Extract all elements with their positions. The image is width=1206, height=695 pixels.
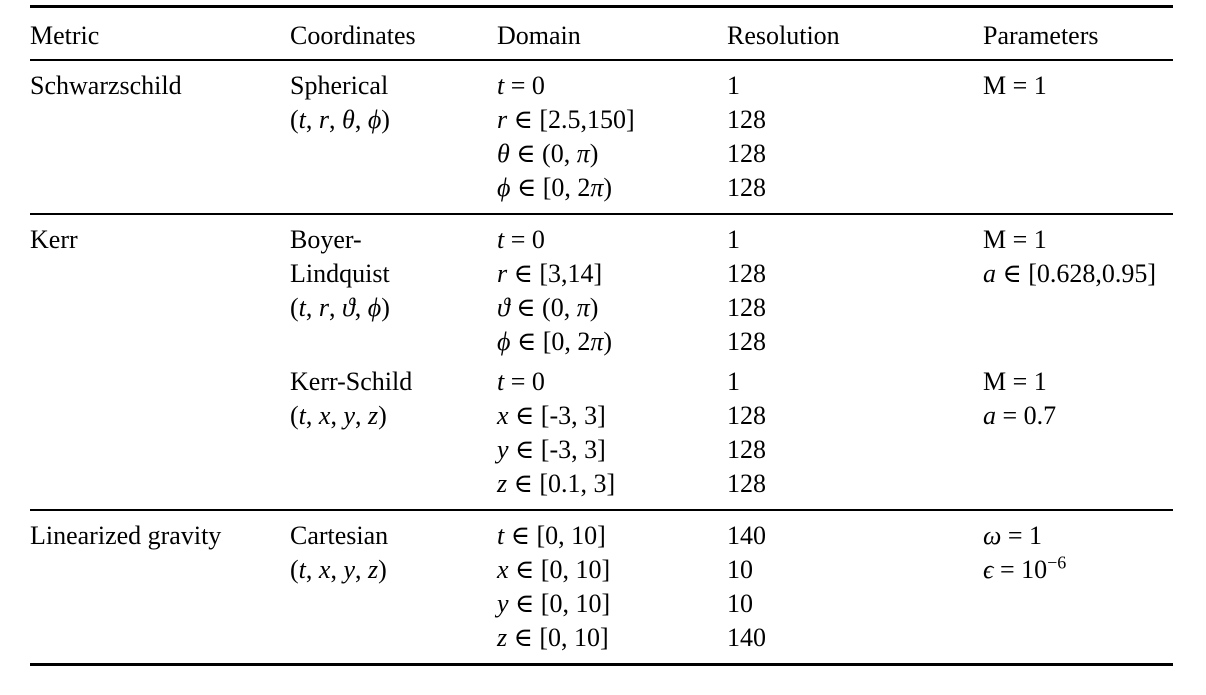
- text-line: a = 0.7: [983, 401, 1057, 430]
- text-line: (t, x, y, z): [290, 401, 387, 430]
- table-section: Kerr Boyer- Lindquist (t, r, ϑ, ϕ) t = 0 r ∈ …: [30, 215, 1173, 511]
- text-line: z ∈ [0.1, 3]: [497, 469, 616, 498]
- text-line: 128: [727, 293, 766, 322]
- header-coordinates: Coordinates: [290, 21, 416, 50]
- text-line: ω = 1: [983, 521, 1043, 550]
- domain-cell: t ∈ [0, 10] x ∈ [0, 10] y ∈ [0, 10] z ∈ [0,…: [497, 519, 727, 655]
- parameters-cell: M = 1: [983, 69, 1173, 103]
- text-line: r ∈ [3,14]: [497, 259, 603, 288]
- text-line: Schwarzschild: [30, 71, 182, 100]
- text-line: t ∈ [0, 10]: [497, 521, 606, 550]
- coordinates-cell: Spherical (t, r, θ, ϕ): [290, 69, 497, 137]
- table-section: Linearized gravity Cartesian (t, x, y, z) t…: [30, 511, 1173, 666]
- table-section: Schwarzschild Spherical (t, r, θ, ϕ) t = 0 r…: [30, 61, 1173, 215]
- text-line: (t, r, ϑ, ϕ): [290, 293, 390, 322]
- resolution-cell: 1 128 128 128: [727, 365, 983, 501]
- header-resolution: Resolution: [727, 21, 840, 50]
- text-line: ϕ ∈ [0, 2π): [497, 327, 613, 356]
- text-line: ϑ ∈ (0, π): [497, 293, 599, 322]
- parameters-cell: M = 1 a = 0.7: [983, 365, 1173, 433]
- table-row: Schwarzschild Spherical (t, r, θ, ϕ) t = 0 r…: [30, 69, 1173, 205]
- text-line: 10: [727, 555, 753, 584]
- text-line: Cartesian: [290, 521, 389, 550]
- text-line: 128: [727, 435, 766, 464]
- text-line: t = 0: [497, 71, 545, 100]
- text-line: Spherical: [290, 71, 389, 100]
- text-line: 128: [727, 139, 766, 168]
- text-line: x ∈ [-3, 3]: [497, 401, 606, 430]
- text-line: Boyer-: [290, 225, 362, 254]
- text-line: y ∈ [-3, 3]: [497, 435, 606, 464]
- domain-cell: t = 0 x ∈ [-3, 3] y ∈ [-3, 3] z ∈ [0.1, 3]: [497, 365, 727, 501]
- text-line: 128: [727, 469, 766, 498]
- domain-cell: t = 0 r ∈ [3,14] ϑ ∈ (0, π) ϕ ∈ [0, 2π): [497, 223, 727, 359]
- text-line: 140: [727, 623, 766, 652]
- domain-cell: t = 0 r ∈ [2.5,150] θ ∈ (0, π) ϕ ∈ [0, 2π): [497, 69, 727, 205]
- text-line: M = 1: [983, 71, 1047, 100]
- coordinates-cell: Boyer- Lindquist (t, r, ϑ, ϕ): [290, 223, 497, 325]
- text-line: 128: [727, 173, 766, 202]
- text-line: (t, r, θ, ϕ): [290, 105, 390, 134]
- text-line: 1: [727, 71, 740, 100]
- text-line: x ∈ [0, 10]: [497, 555, 611, 584]
- resolution-cell: 140 10 10 140: [727, 519, 983, 655]
- resolution-cell: 1 128 128 128: [727, 69, 983, 205]
- metrics-table: Metric Coordinates Domain Resolution Par…: [30, 5, 1173, 666]
- text-line: 1: [727, 367, 740, 396]
- text-line: z ∈ [0, 10]: [497, 623, 609, 652]
- text-line: 128: [727, 401, 766, 430]
- text-line: θ ∈ (0, π): [497, 139, 599, 168]
- text-line: M = 1: [983, 225, 1047, 254]
- metric-cell: Schwarzschild: [30, 69, 290, 103]
- table-row: Kerr Boyer- Lindquist (t, r, ϑ, ϕ) t = 0 r ∈ …: [30, 223, 1173, 359]
- table-header: Metric Coordinates Domain Resolution Par…: [30, 5, 1173, 61]
- text-line: 10: [727, 589, 753, 618]
- parameters-cell: M = 1 a ∈ [0.628,0.95]: [983, 223, 1173, 291]
- header-domain: Domain: [497, 21, 581, 50]
- table-row: Linearized gravity Cartesian (t, x, y, z) t…: [30, 519, 1173, 655]
- coordinates-cell: Cartesian (t, x, y, z): [290, 519, 497, 587]
- text-line: a ∈ [0.628,0.95]: [983, 259, 1157, 288]
- text-line: 140: [727, 521, 766, 550]
- text-line: Lindquist: [290, 259, 390, 288]
- text-line: Kerr-Schild: [290, 367, 413, 396]
- text-line: t = 0: [497, 225, 545, 254]
- text-line: 1: [727, 225, 740, 254]
- metric-cell: Kerr: [30, 223, 290, 257]
- text-line: 128: [727, 327, 766, 356]
- table-row: Kerr-Schild (t, x, y, z) t = 0 x ∈ [-3, 3] y…: [30, 365, 1173, 501]
- text-line: ϕ ∈ [0, 2π): [497, 173, 613, 202]
- text-line: M = 1: [983, 367, 1047, 396]
- header-parameters: Parameters: [983, 21, 1099, 50]
- text-line: t = 0: [497, 367, 545, 396]
- text-line: 128: [727, 259, 766, 288]
- text-line: y ∈ [0, 10]: [497, 589, 611, 618]
- header-metric: Metric: [30, 21, 100, 50]
- resolution-cell: 1 128 128 128: [727, 223, 983, 359]
- table-sections: Schwarzschild Spherical (t, r, θ, ϕ) t = 0 r…: [30, 61, 1173, 666]
- text-line: r ∈ [2.5,150]: [497, 105, 635, 134]
- text-line: Linearized gravity: [30, 521, 222, 550]
- metric-cell: Linearized gravity: [30, 519, 290, 553]
- text-line: 128: [727, 105, 766, 134]
- text-line: (t, x, y, z): [290, 555, 387, 584]
- coordinates-cell: Kerr-Schild (t, x, y, z): [290, 365, 497, 433]
- text-line: ϵ = 10−6: [983, 552, 1067, 584]
- text-line: Kerr: [30, 225, 78, 254]
